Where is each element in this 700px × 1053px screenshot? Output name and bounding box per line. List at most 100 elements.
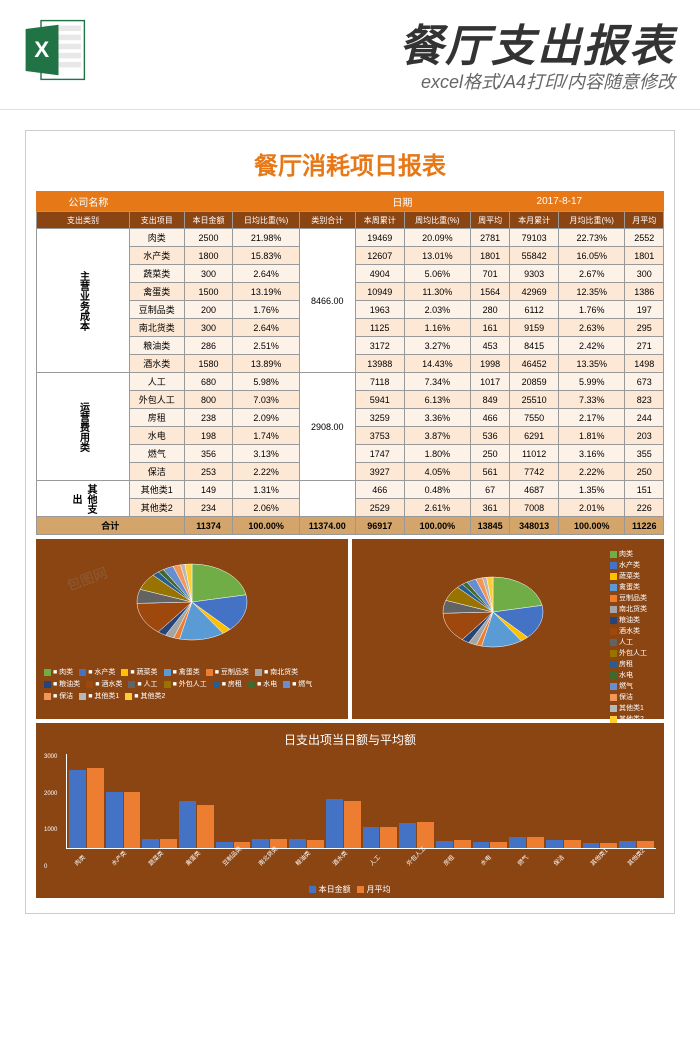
legend-item: 粮油类 xyxy=(610,615,660,625)
data-cell: 151 xyxy=(625,481,664,499)
legend-item: ■ 房租 xyxy=(213,679,242,689)
data-cell: 361 xyxy=(471,499,510,517)
data-cell: 13.89% xyxy=(233,355,299,373)
legend-item: 燃气 xyxy=(610,681,660,691)
data-cell: 2.42% xyxy=(559,337,625,355)
legend-item: ■ 人工 xyxy=(128,679,157,689)
data-cell: 3927 xyxy=(355,463,404,481)
pie-chart-2: 肉类水产类蔬菜类禽蛋类豆制品类南北货类粮油类酒水类人工外包人工房租水电燃气保洁其… xyxy=(352,539,664,719)
data-cell: 1998 xyxy=(471,355,510,373)
data-cell: 肉类 xyxy=(130,229,185,247)
data-cell: 300 xyxy=(184,265,233,283)
data-cell: 1.81% xyxy=(559,427,625,445)
data-cell: 849 xyxy=(471,391,510,409)
date-value: 2017-8-17 xyxy=(455,196,664,207)
data-cell: 5.99% xyxy=(559,373,625,391)
data-cell: 蔬菜类 xyxy=(130,265,185,283)
data-cell: 3.13% xyxy=(233,445,299,463)
legend-item: 水电 xyxy=(610,670,660,680)
report-title: 餐厅消耗项日报表 xyxy=(36,146,664,181)
data-cell: 13.35% xyxy=(559,355,625,373)
data-cell: 271 xyxy=(625,337,664,355)
data-cell: 25510 xyxy=(510,391,559,409)
legend-item: 保洁 xyxy=(610,692,660,702)
data-cell: 1.74% xyxy=(233,427,299,445)
data-cell: 10949 xyxy=(355,283,404,301)
pie-chart-1: ■ 肉类■ 水产类■ 蔬菜类■ 禽蛋类■ 豆制品类■ 南北货类■ 粮油类■ 酒水… xyxy=(36,539,348,719)
data-cell: 1.35% xyxy=(559,481,625,499)
data-cell: 2.17% xyxy=(559,409,625,427)
data-cell: 1125 xyxy=(355,319,404,337)
data-cell: 其他类2 xyxy=(130,499,185,517)
data-cell: 2.03% xyxy=(404,301,470,319)
data-cell: 2552 xyxy=(625,229,664,247)
data-cell: 244 xyxy=(625,409,664,427)
data-cell: 673 xyxy=(625,373,664,391)
data-cell: 19469 xyxy=(355,229,404,247)
data-cell: 7008 xyxy=(510,499,559,517)
legend-item: ■ 肉类 xyxy=(44,667,73,677)
data-cell: 2.64% xyxy=(233,319,299,337)
col-header: 支出类别 xyxy=(37,212,130,229)
data-cell: 280 xyxy=(471,301,510,319)
data-cell: 2781 xyxy=(471,229,510,247)
data-cell: 3753 xyxy=(355,427,404,445)
company-label: 公司名称 xyxy=(36,194,141,209)
data-cell: 300 xyxy=(184,319,233,337)
legend-item: ■ 燃气 xyxy=(283,679,312,689)
data-cell: 466 xyxy=(355,481,404,499)
data-cell: 250 xyxy=(625,463,664,481)
data-cell: 13.19% xyxy=(233,283,299,301)
data-cell: 1017 xyxy=(471,373,510,391)
data-cell: 3259 xyxy=(355,409,404,427)
data-cell: 16.05% xyxy=(559,247,625,265)
col-header: 本日金额 xyxy=(184,212,233,229)
data-cell: 6291 xyxy=(510,427,559,445)
col-header: 月平均 xyxy=(625,212,664,229)
data-cell: 4687 xyxy=(510,481,559,499)
expense-table: 支出类别支出项目本日金额日均比重(%)类别合计本周累计周均比重(%)周平均本月累… xyxy=(36,211,664,535)
bar-chart: 日支出项当日额与平均额 3000200010000 肉类水产类蔬菜类禽蛋类豆制品… xyxy=(36,723,664,898)
data-cell: 3.27% xyxy=(404,337,470,355)
data-cell: 酒水类 xyxy=(130,355,185,373)
data-cell: 13988 xyxy=(355,355,404,373)
legend-item: ■ 水电 xyxy=(248,679,277,689)
legend-item: 豆制品类 xyxy=(610,593,660,603)
data-cell: 豆制品类 xyxy=(130,301,185,319)
data-cell: 1.76% xyxy=(233,301,299,319)
legend-item: 其他类2 xyxy=(610,714,660,724)
data-cell: 2.22% xyxy=(233,463,299,481)
data-cell: 其他类1 xyxy=(130,481,185,499)
data-cell: 11.30% xyxy=(404,283,470,301)
data-cell: 5.98% xyxy=(233,373,299,391)
data-cell: 9303 xyxy=(510,265,559,283)
subtotal-cell: 8466.00 xyxy=(299,229,355,373)
data-cell: 300 xyxy=(625,265,664,283)
data-cell: 南北货类 xyxy=(130,319,185,337)
data-cell: 1963 xyxy=(355,301,404,319)
data-cell: 680 xyxy=(184,373,233,391)
svg-text:X: X xyxy=(34,37,49,62)
data-cell: 3.16% xyxy=(559,445,625,463)
legend-item: 外包人工 xyxy=(610,648,660,658)
legend-item: 蔬菜类 xyxy=(610,571,660,581)
data-cell: 6112 xyxy=(510,301,559,319)
col-header: 本周累计 xyxy=(355,212,404,229)
data-cell: 7550 xyxy=(510,409,559,427)
data-cell: 701 xyxy=(471,265,510,283)
col-header: 周平均 xyxy=(471,212,510,229)
data-cell: 14.43% xyxy=(404,355,470,373)
data-cell: 7118 xyxy=(355,373,404,391)
data-cell: 823 xyxy=(625,391,664,409)
data-cell: 燃气 xyxy=(130,445,185,463)
data-cell: 6.13% xyxy=(404,391,470,409)
data-cell: 203 xyxy=(625,427,664,445)
data-cell: 水电 xyxy=(130,427,185,445)
date-label: 日期 xyxy=(350,194,455,209)
data-cell: 42969 xyxy=(510,283,559,301)
legend-item: 禽蛋类 xyxy=(610,582,660,592)
data-cell: 禽蛋类 xyxy=(130,283,185,301)
legend-item: 人工 xyxy=(610,637,660,647)
data-cell: 9159 xyxy=(510,319,559,337)
data-cell: 1801 xyxy=(471,247,510,265)
